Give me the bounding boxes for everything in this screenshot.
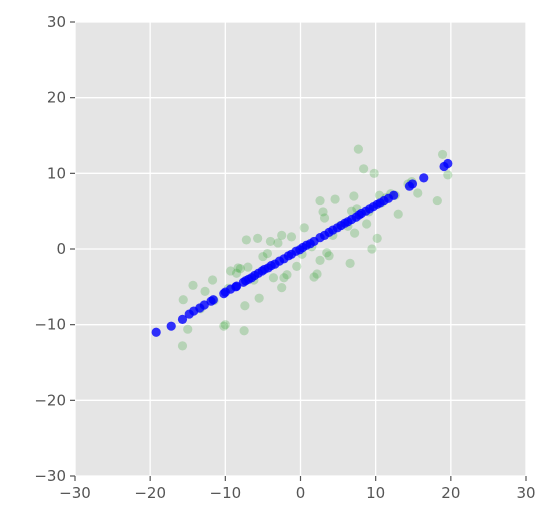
original-point bbox=[273, 238, 283, 248]
original-point bbox=[282, 270, 292, 280]
y-tick-label: 0 bbox=[56, 240, 66, 258]
original-point bbox=[277, 282, 287, 293]
projected-point bbox=[208, 295, 218, 305]
original-point bbox=[220, 320, 230, 330]
projected-point bbox=[443, 158, 453, 169]
original-point bbox=[200, 286, 210, 296]
original-point bbox=[177, 341, 188, 351]
projected-point bbox=[177, 314, 188, 324]
original-point bbox=[279, 273, 289, 283]
projected-point bbox=[199, 300, 209, 310]
original-point bbox=[241, 235, 251, 245]
original-point bbox=[188, 280, 198, 290]
original-point bbox=[268, 273, 279, 283]
original-point bbox=[207, 275, 218, 285]
original-point bbox=[345, 258, 355, 268]
projected-point bbox=[419, 173, 429, 183]
original-point bbox=[239, 326, 249, 336]
original-point bbox=[367, 244, 377, 254]
original-point bbox=[309, 272, 319, 282]
original-point bbox=[322, 248, 332, 258]
original-point bbox=[253, 233, 263, 244]
original-point bbox=[286, 232, 297, 242]
axis-ticks: −30 −20 −10 0 10 20 30 −30 −20 −10 0 10 20 30 bbox=[34, 13, 535, 502]
original-point bbox=[315, 195, 325, 206]
original-point bbox=[350, 228, 360, 238]
original-point bbox=[353, 144, 363, 154]
original-point bbox=[225, 266, 236, 276]
original-point bbox=[324, 251, 334, 261]
original-point bbox=[233, 263, 243, 273]
y-tick-label: 30 bbox=[47, 13, 66, 31]
original-point bbox=[349, 191, 359, 201]
original-point bbox=[319, 213, 330, 223]
x-tick-label: −30 bbox=[59, 484, 91, 502]
y-tick-label: −30 bbox=[34, 467, 66, 485]
original-point bbox=[413, 188, 423, 198]
original-point bbox=[219, 321, 229, 331]
original-point bbox=[315, 255, 325, 265]
original-point bbox=[232, 268, 242, 278]
original-point bbox=[393, 209, 403, 219]
original-point bbox=[330, 194, 340, 204]
projected-points-series bbox=[151, 158, 453, 337]
original-point bbox=[243, 262, 253, 272]
original-point bbox=[432, 195, 442, 206]
original-point bbox=[372, 233, 382, 244]
original-point bbox=[299, 223, 309, 233]
projected-point bbox=[232, 281, 242, 291]
original-point bbox=[235, 264, 245, 274]
y-tick-label: −20 bbox=[34, 391, 66, 409]
projected-point bbox=[166, 321, 176, 331]
projected-point bbox=[151, 327, 161, 337]
x-tick-label: 10 bbox=[366, 484, 385, 502]
original-point bbox=[265, 236, 276, 247]
original-point bbox=[240, 301, 250, 311]
original-point bbox=[277, 230, 287, 240]
original-point bbox=[437, 149, 448, 160]
x-tick-label: −10 bbox=[210, 484, 242, 502]
original-point bbox=[443, 170, 453, 180]
original-point bbox=[262, 248, 273, 259]
y-tick-label: 20 bbox=[47, 89, 66, 107]
x-tick-label: 20 bbox=[441, 484, 460, 502]
original-point bbox=[292, 261, 302, 272]
projected-point bbox=[389, 190, 399, 200]
original-point bbox=[362, 219, 372, 229]
original-point bbox=[369, 168, 379, 178]
y-tick-label: 10 bbox=[47, 164, 66, 182]
y-tick-label: −10 bbox=[34, 316, 66, 334]
original-point bbox=[258, 251, 268, 262]
original-point bbox=[178, 295, 188, 305]
projected-point bbox=[407, 179, 418, 189]
original-point bbox=[312, 269, 322, 279]
original-point bbox=[183, 324, 193, 334]
x-tick-label: 0 bbox=[296, 484, 306, 502]
original-point bbox=[318, 207, 328, 217]
original-point bbox=[359, 164, 369, 174]
original-point bbox=[254, 293, 264, 303]
x-tick-label: −20 bbox=[134, 484, 166, 502]
x-tick-label: 30 bbox=[516, 484, 535, 502]
series-layer bbox=[151, 144, 453, 351]
